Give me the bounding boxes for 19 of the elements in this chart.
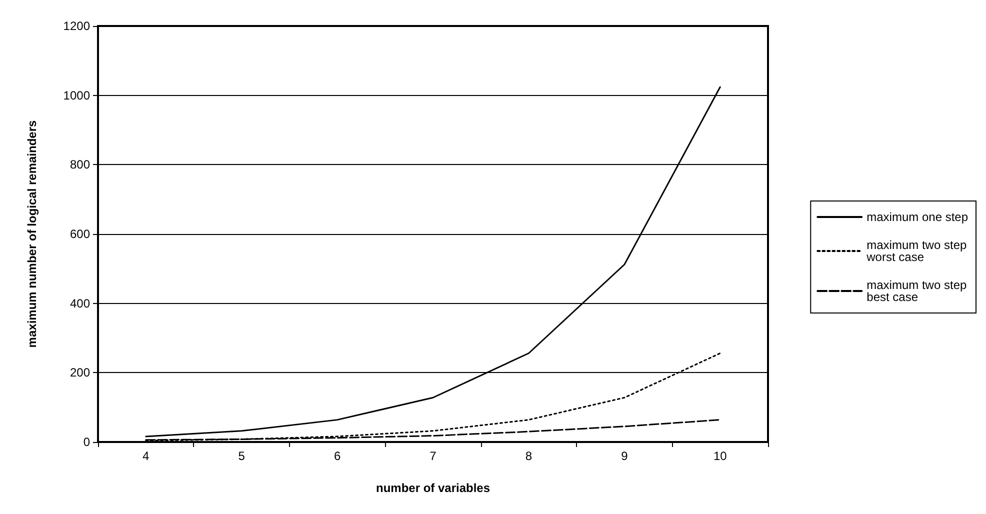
x-tick-label: 9 — [621, 449, 628, 463]
x-tick-label: 5 — [238, 449, 246, 463]
y-tick-label: 600 — [70, 227, 90, 241]
x-tick-label: 10 — [713, 449, 728, 463]
legend-label: maximum two step worst case — [866, 238, 970, 264]
x-axis-title: number of variables — [376, 481, 490, 495]
y-tick-label: 1200 — [63, 19, 90, 33]
legend-label: maximum two step best case — [866, 278, 970, 304]
y-tick-label: 400 — [70, 296, 90, 310]
x-tick-label: 6 — [334, 449, 341, 463]
y-tick-label: 200 — [70, 366, 90, 380]
x-tick-label: 7 — [430, 449, 437, 463]
y-axis-title: maximum number of logical remainders — [25, 120, 39, 348]
legend-label: maximum one step — [866, 210, 968, 224]
y-tick-label: 800 — [70, 158, 90, 172]
x-tick-label: 8 — [525, 449, 532, 463]
y-tick-label: 0 — [83, 435, 90, 449]
x-tick-label: 4 — [142, 449, 150, 463]
y-tick-label: 1000 — [63, 88, 90, 102]
